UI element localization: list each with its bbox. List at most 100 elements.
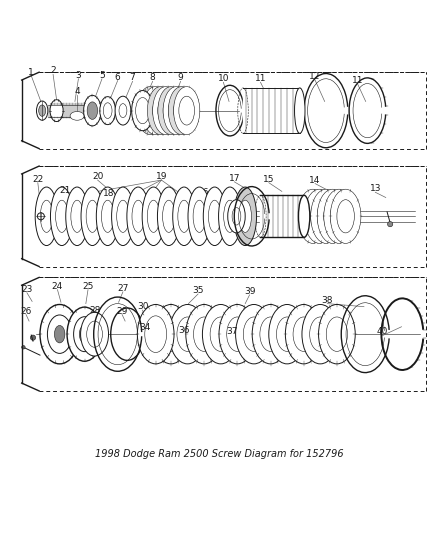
Ellipse shape — [103, 103, 112, 118]
Text: 13: 13 — [370, 184, 381, 193]
Ellipse shape — [35, 187, 58, 246]
Ellipse shape — [138, 304, 174, 364]
Text: 26: 26 — [20, 306, 32, 316]
Ellipse shape — [102, 200, 114, 232]
Text: 8: 8 — [150, 74, 155, 83]
Ellipse shape — [132, 91, 153, 131]
Text: 12: 12 — [309, 72, 321, 81]
Text: 2: 2 — [50, 67, 56, 75]
Ellipse shape — [137, 87, 163, 135]
Ellipse shape — [79, 326, 90, 343]
Text: 25: 25 — [82, 281, 94, 290]
Text: 11: 11 — [255, 74, 266, 83]
Ellipse shape — [117, 200, 129, 232]
Ellipse shape — [173, 187, 195, 246]
Ellipse shape — [157, 187, 180, 246]
Text: 36: 36 — [178, 326, 190, 335]
Ellipse shape — [56, 200, 68, 232]
Text: 16: 16 — [198, 188, 209, 197]
Ellipse shape — [168, 96, 184, 125]
Ellipse shape — [158, 87, 184, 135]
Ellipse shape — [152, 96, 168, 125]
Ellipse shape — [136, 98, 150, 124]
Ellipse shape — [324, 189, 354, 244]
Ellipse shape — [147, 200, 160, 232]
Ellipse shape — [293, 317, 314, 351]
Ellipse shape — [168, 87, 194, 135]
Text: 5: 5 — [99, 71, 105, 80]
Ellipse shape — [162, 200, 175, 232]
Text: 24: 24 — [52, 281, 63, 290]
Ellipse shape — [232, 207, 241, 225]
Ellipse shape — [286, 304, 322, 364]
Ellipse shape — [304, 200, 321, 233]
Ellipse shape — [81, 312, 109, 356]
Ellipse shape — [67, 307, 102, 361]
Text: 23: 23 — [21, 285, 32, 294]
Ellipse shape — [227, 317, 248, 351]
Text: 19: 19 — [155, 172, 167, 181]
Ellipse shape — [40, 304, 79, 364]
Ellipse shape — [87, 102, 98, 119]
Ellipse shape — [47, 315, 72, 353]
Circle shape — [388, 222, 393, 227]
Ellipse shape — [311, 189, 341, 244]
Ellipse shape — [145, 316, 166, 352]
Ellipse shape — [173, 87, 200, 135]
Ellipse shape — [100, 96, 116, 125]
Text: 3: 3 — [75, 71, 81, 80]
Ellipse shape — [298, 195, 310, 237]
Ellipse shape — [203, 187, 226, 246]
Ellipse shape — [304, 189, 335, 244]
Text: 20: 20 — [92, 172, 103, 181]
Ellipse shape — [243, 317, 265, 351]
Circle shape — [21, 345, 25, 349]
Ellipse shape — [297, 189, 328, 244]
Text: 28: 28 — [89, 305, 100, 314]
Ellipse shape — [70, 111, 84, 120]
Text: 6: 6 — [115, 72, 120, 82]
Ellipse shape — [276, 317, 298, 351]
Ellipse shape — [115, 96, 131, 125]
Circle shape — [30, 335, 35, 340]
Text: 4: 4 — [74, 87, 80, 96]
Ellipse shape — [86, 200, 99, 232]
Ellipse shape — [152, 87, 179, 135]
Ellipse shape — [228, 200, 245, 233]
Text: 39: 39 — [244, 287, 255, 296]
Ellipse shape — [210, 317, 231, 351]
Ellipse shape — [317, 200, 335, 233]
Text: 7: 7 — [130, 74, 135, 83]
Ellipse shape — [152, 304, 189, 364]
Ellipse shape — [87, 321, 102, 348]
Ellipse shape — [81, 187, 104, 246]
Ellipse shape — [36, 101, 48, 120]
Ellipse shape — [186, 304, 223, 364]
Ellipse shape — [39, 105, 46, 116]
Ellipse shape — [142, 187, 165, 246]
Ellipse shape — [188, 187, 211, 246]
Ellipse shape — [224, 200, 236, 232]
Ellipse shape — [163, 87, 189, 135]
Ellipse shape — [169, 304, 206, 364]
Ellipse shape — [96, 187, 119, 246]
Text: 17: 17 — [229, 174, 240, 183]
Ellipse shape — [132, 200, 145, 232]
Ellipse shape — [74, 317, 95, 352]
Ellipse shape — [163, 96, 179, 125]
Ellipse shape — [310, 317, 331, 351]
Ellipse shape — [326, 317, 347, 351]
Circle shape — [144, 329, 149, 335]
Ellipse shape — [177, 317, 198, 351]
Text: 22: 22 — [32, 175, 43, 184]
Ellipse shape — [337, 200, 354, 233]
Text: 11: 11 — [352, 76, 364, 85]
Ellipse shape — [234, 187, 257, 246]
Text: 9: 9 — [178, 74, 184, 83]
Text: 37: 37 — [226, 327, 238, 336]
Text: 1: 1 — [28, 68, 34, 77]
Ellipse shape — [269, 304, 305, 364]
Ellipse shape — [219, 304, 256, 364]
Ellipse shape — [160, 317, 182, 351]
Ellipse shape — [40, 200, 53, 232]
